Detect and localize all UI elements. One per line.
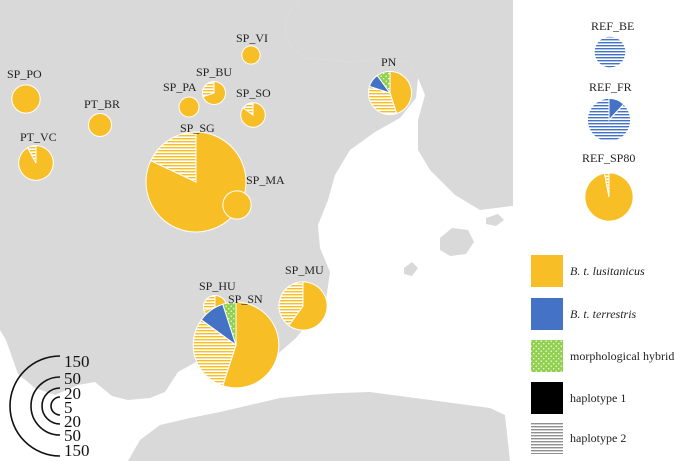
pie-pn-solid-lusitanicus xyxy=(389,70,413,115)
pie-ref-sp80-hap2-lusitanicus xyxy=(603,172,610,198)
scale-label-bottom-20: 20 xyxy=(64,412,81,431)
pie-sp-po-solid-lusitanicus xyxy=(11,84,41,114)
site-label-sp-so: SP_SO xyxy=(236,86,271,100)
pie-sp-sn-solid-lusitanicus xyxy=(222,301,280,389)
pie-chart-layer xyxy=(11,35,634,389)
legend-swatch-lusitanicus xyxy=(531,255,563,287)
pie-pn-hybrid xyxy=(376,70,391,95)
scale-arc-150 xyxy=(9,355,61,457)
pie-sp-pa-solid-lusitanicus xyxy=(178,96,200,118)
site-label-sp-sg: SP_SG xyxy=(180,121,215,135)
site-label-sp-ma: SP_MA xyxy=(246,173,285,187)
size-scale xyxy=(9,355,61,457)
legend-label-terrestris: B. t. terrestris xyxy=(570,307,637,321)
pie-sp-sn-hybrid xyxy=(222,301,237,346)
site-label-pt-br: PT_BR xyxy=(84,97,120,111)
site-label-ref-fr: REF_FR xyxy=(589,80,632,94)
legend-swatch-haplotype-2 xyxy=(531,422,563,454)
site-label-sp-bu: SP_BU xyxy=(196,65,232,79)
scale-label-5: 5 xyxy=(64,398,73,417)
site-label-sp-pa: SP_PA xyxy=(163,80,197,94)
scale-arc-5 xyxy=(50,396,61,416)
scale-label-bottom-150: 150 xyxy=(64,441,90,460)
scale-arc-50 xyxy=(30,376,61,436)
pie-sp-mu-solid-lusitanicus xyxy=(288,281,328,331)
legend: B. t. lusitanicus B. t. terrestris morph… xyxy=(531,255,674,454)
pie-sp-ma-solid-lusitanicus xyxy=(222,190,252,220)
scale-label-top-50: 50 xyxy=(64,369,81,388)
balearic-island-small xyxy=(486,214,504,226)
legend-label-haplotype-1: haplotype 1 xyxy=(570,391,626,405)
pie-pt-vc-hap2-lusitanicus xyxy=(26,145,37,164)
site-label-ref-be: REF_BE xyxy=(591,19,634,33)
site-label-sp-mu: SP_MU xyxy=(285,263,324,277)
balearic-island-large xyxy=(440,228,474,256)
legend-swatch-terrestris xyxy=(531,298,563,330)
pie-ref-fr-hap2-terrestris xyxy=(586,97,632,143)
legend-label-haplotype-2: haplotype 2 xyxy=(570,431,626,445)
scale-arc-20 xyxy=(41,387,61,425)
site-label-sp-hu: SP_HU xyxy=(199,279,236,293)
scale-label-top-20: 20 xyxy=(64,384,81,403)
legend-label-lusitanicus: B. t. lusitanicus xyxy=(570,264,645,278)
pie-sp-so-hap2-lusitanicus xyxy=(242,102,254,116)
site-label-sp-vi: SP_VI xyxy=(236,31,268,45)
scale-label-bottom-50: 50 xyxy=(64,426,81,445)
site-label-sp-sn: SP_SN xyxy=(228,292,263,306)
pie-sp-bu-hap2-lusitanicus xyxy=(201,80,215,98)
site-label-ref-sp80: REF_SP80 xyxy=(582,151,635,165)
size-scale-labels: 150 50 20 5 20 50 150 xyxy=(64,352,90,460)
site-labels: SP_VI SP_PO SP_BU SP_PA PT_BR SP_SO PN P… xyxy=(7,19,635,306)
pie-sp-sg-hap2-lusitanicus xyxy=(150,131,197,183)
legend-swatch-hybrid xyxy=(531,340,563,372)
site-label-pt-vc: PT_VC xyxy=(20,130,57,144)
pie-sp-hu-hap2-lusitanicus xyxy=(202,294,216,312)
pie-ref-be-hap2-terrestris xyxy=(593,35,627,69)
balearic-island-ibiza xyxy=(404,262,418,276)
pie-sp-mu-hap2-lusitanicus xyxy=(278,281,304,327)
site-label-sp-po: SP_PO xyxy=(7,67,42,81)
scale-label-top-150: 150 xyxy=(64,352,90,371)
site-label-pn: PN xyxy=(381,55,397,69)
pie-sp-sn-hap2-lusitanicus xyxy=(192,319,237,387)
legend-swatch-haplotype-1 xyxy=(531,382,563,414)
legend-label-hybrid: morphological hybrid xyxy=(570,349,674,363)
pie-sp-vi-solid-lusitanicus xyxy=(241,45,261,65)
north-africa-land xyxy=(128,392,510,461)
pie-pt-br-solid-lusitanicus xyxy=(87,112,113,138)
france-land xyxy=(285,0,560,210)
